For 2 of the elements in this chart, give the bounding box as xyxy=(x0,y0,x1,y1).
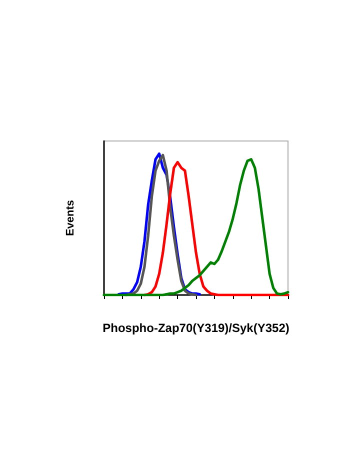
y-axis-title: Events xyxy=(64,200,76,236)
x-axis-title: Phospho-Zap70(Y319)/Syk(Y352) xyxy=(102,321,290,335)
